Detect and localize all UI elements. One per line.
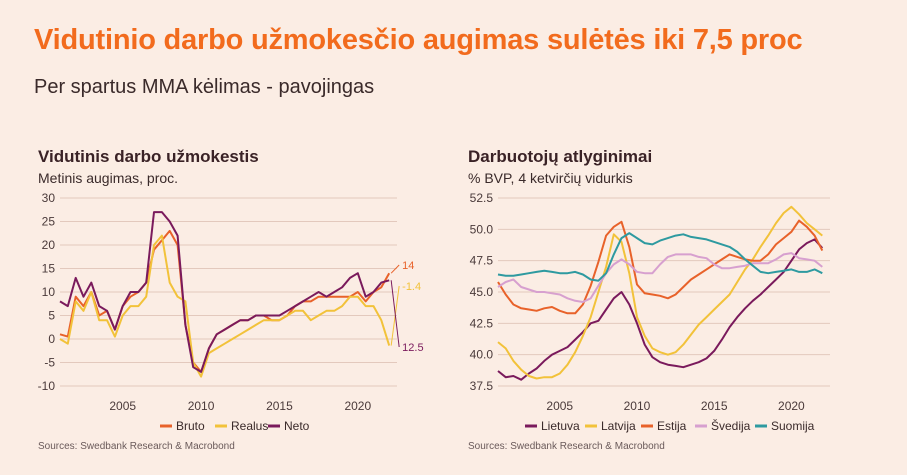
left-chart-source: Sources: Swedbank Research & Macrobond	[38, 441, 235, 452]
legend-label-estija: Estija	[657, 419, 687, 433]
y-tick-label: 42.5	[470, 316, 494, 330]
legend-label-svedija: Švedija	[711, 418, 751, 433]
subheadline: Per spartus MMA kėlimas - pavojingas	[34, 76, 375, 98]
series-line-estija	[497, 219, 824, 315]
y-tick-label: 45.0	[470, 285, 494, 299]
legend-label-realus: Realus	[231, 419, 268, 433]
y-tick-label: 0	[48, 332, 55, 346]
series-line-lietuva	[497, 238, 824, 381]
series-line-svedija	[497, 252, 823, 303]
y-tick-label: 10	[42, 285, 56, 299]
y-tick-label: 15	[42, 262, 56, 276]
legend-label-lietuva: Lietuva	[541, 419, 580, 433]
legend-label-bruto: Bruto	[176, 419, 205, 433]
y-tick-label: 47.5	[470, 254, 494, 268]
left-chart-subtitle: Metinis augimas, proc.	[38, 170, 179, 186]
x-tick-label: 2010	[188, 399, 215, 413]
x-tick-label: 2020	[344, 399, 371, 413]
right-chart-title: Darbuotojų atlyginimai	[468, 147, 653, 166]
y-tick-label: 40.0	[470, 348, 494, 362]
y-tick-label: -10	[38, 379, 56, 393]
end-label-connector	[390, 264, 400, 274]
series-line-realus	[59, 234, 391, 378]
x-tick-label: 2020	[778, 399, 805, 413]
x-tick-label: 2010	[624, 399, 651, 413]
series-line-neto	[59, 211, 390, 373]
series-line-latvija	[497, 205, 823, 380]
x-tick-label: 2015	[266, 399, 293, 413]
y-tick-label: 37.5	[470, 379, 494, 393]
end-label-realus: -1.4	[402, 281, 421, 293]
y-tick-label: -5	[44, 356, 55, 370]
legend-label-latvija: Latvija	[601, 419, 636, 433]
series-line-suomija	[497, 232, 823, 282]
legend-label-neto: Neto	[284, 419, 310, 433]
y-tick-label: 30	[42, 191, 56, 205]
y-tick-label: 52.5	[470, 191, 494, 205]
right-chart-source: Sources: Swedbank Research & Macrobond	[468, 441, 665, 452]
headline: Vidutinio darbo užmokesčio augimas sulėt…	[34, 24, 803, 56]
x-tick-label: 2005	[546, 399, 573, 413]
end-label-neto: 12.5	[402, 342, 423, 354]
y-tick-label: 20	[42, 238, 56, 252]
left-chart-title: Vidutinis darbo užmokestis	[38, 147, 259, 166]
x-tick-label: 2005	[109, 399, 136, 413]
y-tick-label: 50.0	[470, 222, 494, 236]
x-tick-label: 2015	[701, 399, 728, 413]
end-label-connector	[390, 280, 400, 348]
y-tick-label: 25	[42, 215, 56, 229]
right-chart-subtitle: % BVP, 4 ketvirčių vidurkis	[468, 170, 633, 186]
legend-label-suomija: Suomija	[771, 419, 815, 433]
end-label-bruto: 14	[402, 260, 414, 272]
y-tick-label: 5	[48, 309, 55, 323]
